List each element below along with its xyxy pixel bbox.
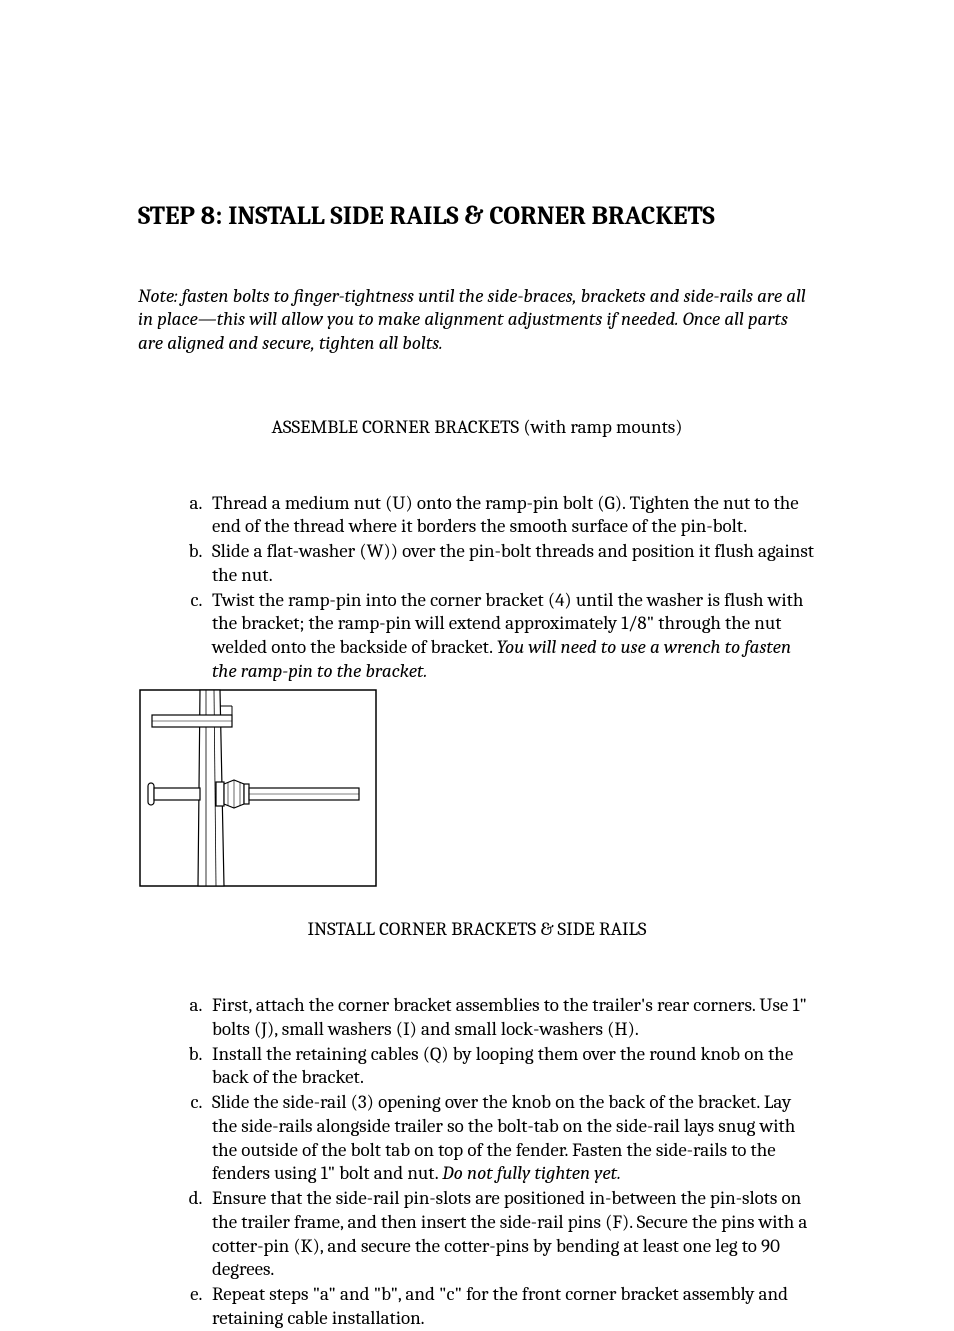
step-heading: STEP 8: INSTALL SIDE RAILS & CORNER BRAC… bbox=[138, 200, 816, 233]
section1-subheading: ASSEMBLE CORNER BRACKETS (with ramp moun… bbox=[138, 416, 816, 440]
bracket-diagram bbox=[138, 688, 816, 895]
bracket-diagram-svg bbox=[138, 688, 378, 888]
list-item-italic: Do not fully tighten yet. bbox=[442, 1162, 621, 1184]
list-item: Repeat steps "a" and "b", and "c" for th… bbox=[206, 1283, 816, 1331]
section2-subheading: INSTALL CORNER BRACKETS & SIDE RAILS bbox=[138, 918, 816, 942]
list-item: Twist the ramp-pin into the corner brack… bbox=[206, 589, 816, 684]
section1-list: Thread a medium nut (U) onto the ramp-pi… bbox=[138, 492, 816, 684]
list-item: First, attach the corner bracket assembl… bbox=[206, 994, 816, 1042]
note-paragraph: Note: fasten bolts to finger-tightness u… bbox=[138, 285, 816, 356]
list-item: Thread a medium nut (U) onto the ramp-pi… bbox=[206, 492, 816, 540]
list-item: Install the retaining cables (Q) by loop… bbox=[206, 1043, 816, 1091]
list-item: Slide the side-rail (3) opening over the… bbox=[206, 1091, 816, 1186]
section2-list: First, attach the corner bracket assembl… bbox=[138, 994, 816, 1331]
list-item: Slide a flat-washer (W)) over the pin-bo… bbox=[206, 540, 816, 588]
